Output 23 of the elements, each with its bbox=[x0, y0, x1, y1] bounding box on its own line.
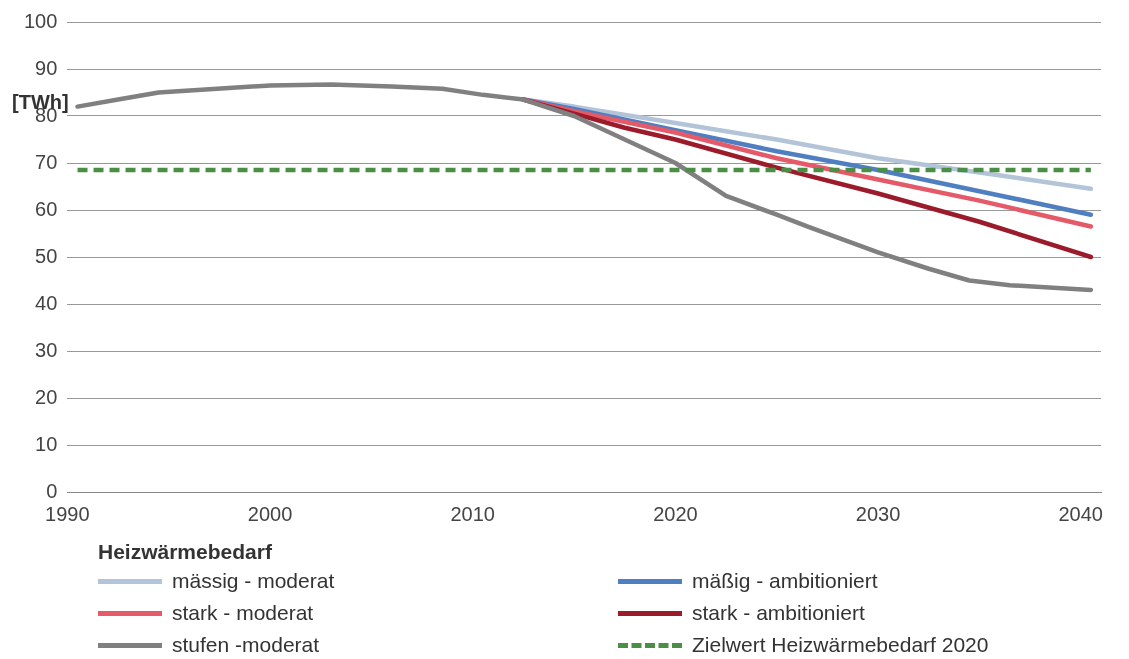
x-tick-label: 1990 bbox=[45, 502, 90, 525]
y-tick-label: 0 bbox=[46, 479, 58, 502]
x-tick-label: 2040 bbox=[1058, 502, 1103, 525]
legend-label: mäßig - ambitioniert bbox=[692, 569, 878, 593]
legend-label: stark - ambitioniert bbox=[692, 601, 865, 625]
x-tick-label: 2000 bbox=[247, 502, 293, 525]
x-tick-label: 2010 bbox=[450, 502, 495, 525]
legend-label: stark - moderat bbox=[172, 601, 314, 625]
y-tick-label: 100 bbox=[23, 9, 58, 32]
x-tick-label: 2030 bbox=[855, 502, 901, 525]
legend-label: stufen -moderat bbox=[172, 633, 320, 657]
legend-title: Heizwärmebedarf bbox=[98, 540, 273, 564]
y-tick-label: 60 bbox=[35, 197, 58, 220]
y-tick-label: 90 bbox=[35, 56, 58, 79]
y-tick-label: 70 bbox=[35, 150, 58, 173]
legend-label: mässig - moderat bbox=[172, 569, 335, 593]
legend-label: Zielwert Heizwärmebedarf 2020 bbox=[692, 633, 989, 657]
x-tick-label: 2020 bbox=[653, 502, 698, 525]
y-tick-label: 10 bbox=[35, 432, 58, 455]
y-tick-label: 40 bbox=[35, 291, 58, 314]
y-tick-label: 30 bbox=[35, 338, 58, 361]
y-tick-label: 20 bbox=[35, 385, 58, 408]
y-tick-label: 50 bbox=[35, 244, 58, 267]
